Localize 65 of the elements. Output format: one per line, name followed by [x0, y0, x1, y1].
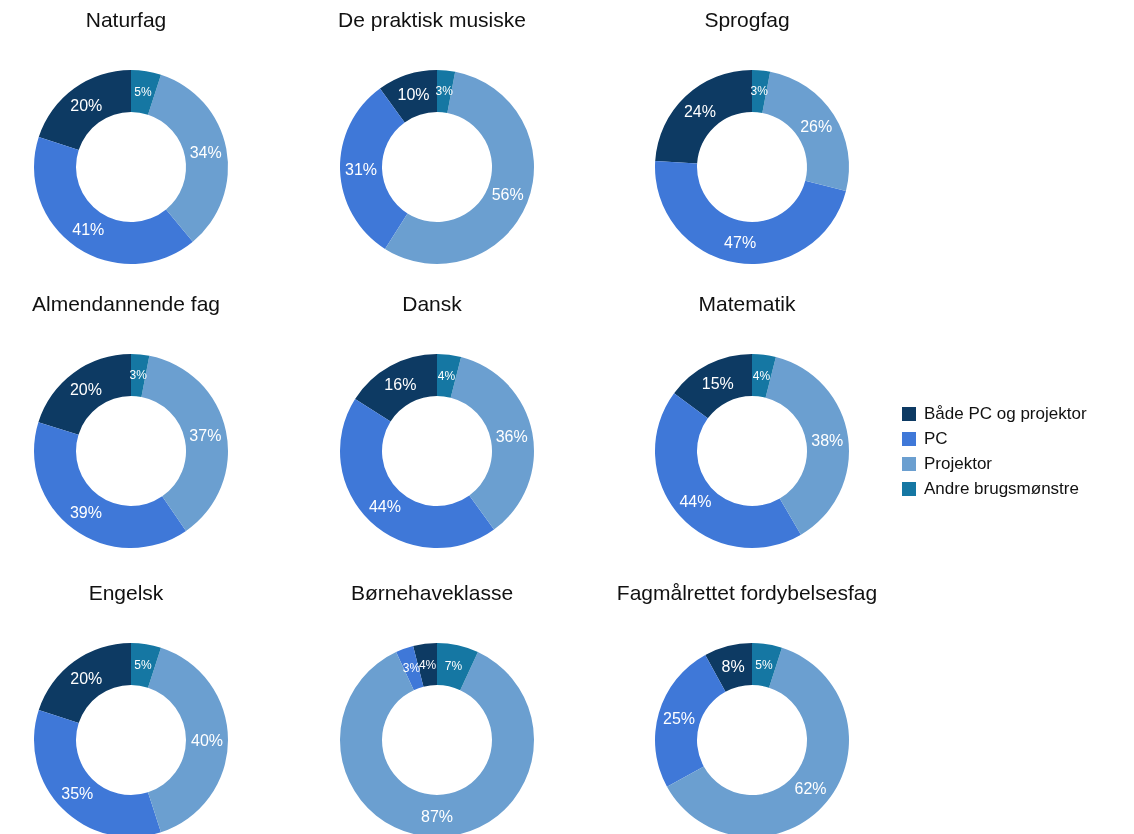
donut-slice	[655, 393, 801, 548]
chart-title: Børnehaveklasse	[349, 580, 515, 606]
chart-title: Dansk	[401, 291, 463, 317]
donut-slice	[379, 70, 437, 123]
data-label: 41%	[72, 221, 105, 239]
donut-slice	[655, 70, 752, 164]
data-label: 56%	[491, 186, 524, 204]
data-label: 37%	[189, 426, 222, 444]
data-label: 20%	[69, 381, 102, 399]
donut-slice	[34, 422, 186, 548]
data-label: 3%	[402, 661, 421, 676]
donut-slice	[674, 354, 752, 419]
data-label: 44%	[679, 493, 712, 511]
data-label: 34%	[189, 144, 222, 162]
legend-label: Både PC og projektor	[924, 403, 1087, 424]
donut-slice	[355, 354, 437, 422]
donut-slice	[38, 643, 131, 723]
data-label: 10%	[397, 86, 430, 104]
donut-slice	[385, 71, 534, 264]
donut-slice	[340, 652, 534, 834]
data-label: 31%	[345, 160, 378, 178]
donut-slice	[38, 354, 131, 435]
data-label: 8%	[721, 657, 745, 675]
data-label: 24%	[683, 103, 716, 121]
data-label: 26%	[800, 117, 833, 135]
donut-slice	[437, 643, 478, 691]
data-label: 16%	[384, 375, 417, 393]
data-label: 35%	[61, 785, 94, 803]
data-label: 3%	[435, 84, 454, 99]
data-label: 4%	[437, 368, 456, 383]
data-label: 47%	[724, 233, 757, 251]
data-label: 62%	[794, 779, 827, 797]
donut-slice	[38, 70, 131, 150]
chart-title: Matematik	[697, 291, 797, 317]
data-label: 3%	[129, 368, 148, 383]
data-label: 39%	[69, 503, 102, 521]
legend-label: Projektor	[924, 453, 993, 474]
donut-slice	[131, 643, 161, 688]
donut-slice	[34, 710, 161, 834]
data-label: 3%	[750, 84, 769, 99]
data-label: 15%	[701, 374, 734, 392]
data-label: 20%	[70, 97, 103, 115]
data-label: 36%	[495, 428, 528, 446]
donut-slice	[131, 70, 161, 115]
chart-title: Fagmålrettet fordybelsesfag	[615, 580, 879, 606]
chart-title: Naturfag	[84, 7, 168, 33]
data-label: 5%	[755, 657, 773, 672]
chart-title: Sprogfag	[703, 7, 791, 33]
donut-slice	[340, 399, 495, 548]
chart-title: Engelsk	[87, 580, 165, 606]
data-label: 40%	[190, 731, 224, 749]
chart-title: De praktisk musiske	[337, 7, 527, 33]
data-label: 25%	[663, 710, 696, 728]
data-label: 4%	[752, 368, 771, 383]
chart-title: Almendannende fag	[31, 291, 221, 317]
legend-label: PC	[924, 428, 948, 449]
data-label: 20%	[70, 670, 103, 688]
data-label: 38%	[811, 431, 844, 449]
donut-slice	[655, 160, 846, 264]
data-label: 5%	[134, 657, 152, 672]
data-label: 5%	[134, 84, 152, 99]
data-label: 44%	[368, 497, 401, 515]
data-label: 7%	[444, 658, 463, 673]
legend-label: Andre brugsmønstre	[924, 478, 1079, 499]
data-label: 87%	[420, 807, 454, 825]
